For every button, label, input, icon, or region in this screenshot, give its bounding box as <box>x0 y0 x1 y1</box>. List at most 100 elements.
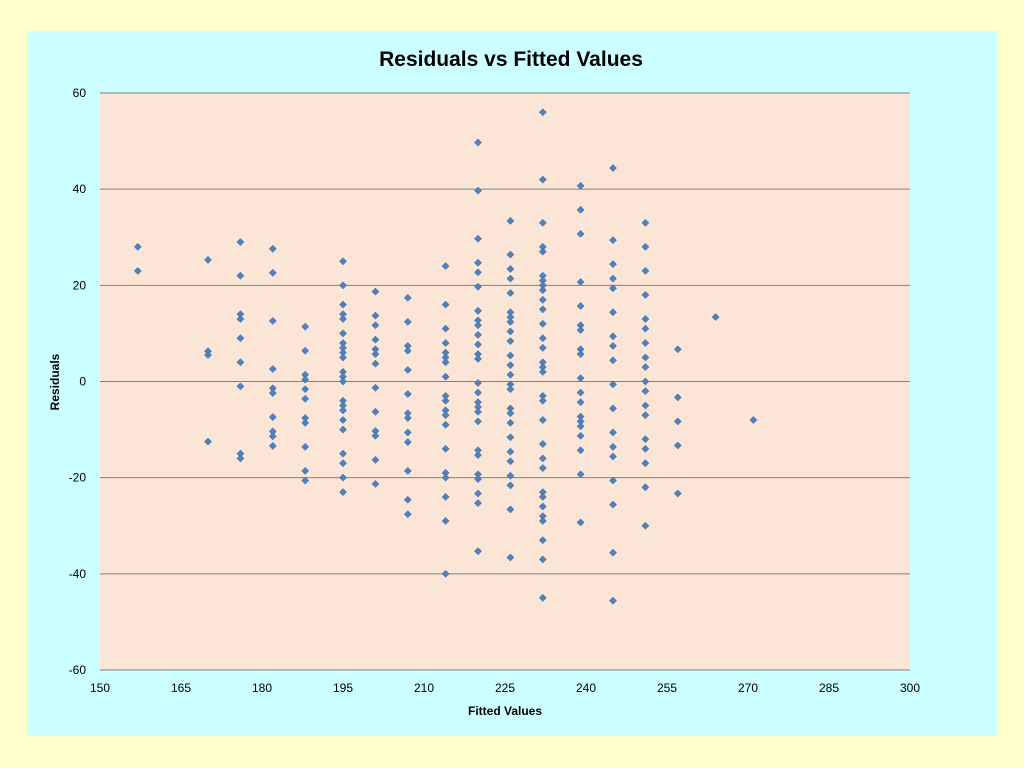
data-point <box>441 420 450 429</box>
data-point <box>641 363 650 372</box>
data-point <box>641 401 650 410</box>
x-tick-label: 165 <box>171 681 191 695</box>
data-point <box>474 489 482 498</box>
data-point <box>538 295 547 304</box>
data-point <box>268 244 277 253</box>
data-point <box>339 281 347 290</box>
data-point <box>441 324 450 333</box>
data-point <box>641 459 650 468</box>
data-point <box>371 431 380 440</box>
data-point <box>441 396 450 405</box>
data-point <box>339 377 347 386</box>
data-point <box>641 339 650 347</box>
data-point <box>339 353 347 362</box>
data-point <box>441 262 450 271</box>
data-point <box>506 250 515 259</box>
data-point <box>609 164 617 172</box>
data-point <box>474 321 482 330</box>
data-point <box>268 268 277 277</box>
x-tick-label: 270 <box>738 681 758 695</box>
data-point <box>474 407 482 416</box>
y-tick-label: 60 <box>73 86 87 100</box>
data-point <box>506 289 515 297</box>
data-point <box>301 418 310 427</box>
data-point <box>506 481 515 490</box>
data-point <box>474 475 482 484</box>
data-point <box>339 315 347 323</box>
data-point <box>506 418 515 427</box>
data-point <box>609 341 617 350</box>
data-point <box>538 440 547 448</box>
data-point <box>301 394 310 403</box>
data-point <box>403 466 412 475</box>
data-point <box>576 431 585 440</box>
data-point <box>641 411 650 420</box>
data-point <box>474 499 482 508</box>
data-point <box>474 234 482 243</box>
data-point <box>339 300 347 309</box>
data-point <box>441 372 450 381</box>
y-tick-label: 0 <box>79 375 86 389</box>
data-point <box>538 555 547 564</box>
data-point <box>441 492 450 501</box>
chart-title: Residuals vs Fitted Values <box>379 48 643 71</box>
data-point <box>576 518 585 527</box>
data-point <box>538 319 547 328</box>
data-point <box>711 313 720 322</box>
y-tick-label: -40 <box>69 567 87 581</box>
data-point <box>301 466 310 475</box>
data-point <box>403 317 412 326</box>
data-point <box>576 374 585 383</box>
data-point <box>236 358 245 367</box>
data-point <box>609 596 617 605</box>
data-point <box>538 396 547 405</box>
x-tick-label: 150 <box>90 681 110 695</box>
data-point <box>371 359 380 368</box>
data-point <box>236 334 245 343</box>
data-point <box>339 257 347 266</box>
data-point <box>538 502 547 511</box>
data-point <box>301 375 310 384</box>
data-point <box>474 340 482 349</box>
data-point <box>673 489 682 498</box>
data-point <box>441 411 450 420</box>
data-point <box>371 311 380 320</box>
data-point <box>371 407 380 416</box>
data-point <box>403 390 412 398</box>
x-tick-label: 180 <box>252 681 272 695</box>
data-point <box>506 457 515 466</box>
data-point <box>474 330 482 339</box>
data-point <box>506 409 515 418</box>
data-point <box>474 258 482 267</box>
data-point <box>673 345 682 354</box>
data-point <box>506 505 515 514</box>
data-point <box>301 322 310 331</box>
data-point <box>268 316 277 325</box>
data-point <box>474 354 482 363</box>
data-point <box>441 569 450 578</box>
data-point <box>403 510 412 519</box>
data-point <box>339 425 347 434</box>
data-point <box>641 444 650 453</box>
data-point <box>301 346 310 355</box>
data-point <box>576 181 585 190</box>
x-tick-label: 225 <box>495 681 515 695</box>
data-point <box>474 378 482 387</box>
data-point <box>609 476 617 485</box>
data-point <box>538 343 547 352</box>
data-point <box>506 370 515 379</box>
data-point <box>204 351 212 360</box>
data-point <box>576 422 585 431</box>
x-tick-label: 285 <box>819 681 839 695</box>
data-point <box>538 516 547 525</box>
data-point <box>641 242 650 251</box>
data-point <box>474 138 482 147</box>
data-point <box>641 483 650 492</box>
data-point <box>538 218 547 227</box>
data-point <box>371 479 380 488</box>
data-point <box>474 268 482 277</box>
data-point <box>641 290 650 299</box>
data-point <box>609 548 617 557</box>
data-point <box>538 464 547 473</box>
data-point <box>236 238 245 247</box>
